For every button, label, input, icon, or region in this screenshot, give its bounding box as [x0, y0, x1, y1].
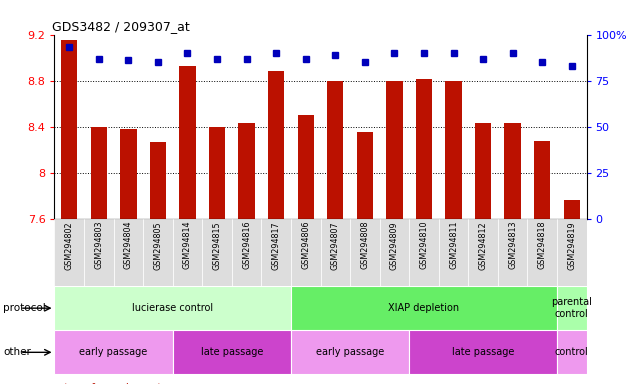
Bar — [203, 219, 232, 286]
Text: protocol: protocol — [3, 303, 46, 313]
Bar — [327, 81, 344, 219]
Bar — [172, 219, 203, 286]
Bar — [557, 286, 587, 330]
Bar — [113, 219, 143, 286]
Bar — [121, 129, 137, 219]
Bar — [268, 71, 285, 219]
Bar — [534, 141, 551, 219]
Text: GSM294816: GSM294816 — [242, 221, 251, 270]
Text: GSM294818: GSM294818 — [538, 221, 547, 270]
Text: GSM294805: GSM294805 — [153, 221, 162, 270]
Bar — [557, 219, 587, 286]
Text: other: other — [3, 347, 31, 358]
Bar — [143, 219, 172, 286]
Text: control: control — [555, 347, 588, 358]
Text: parental
control: parental control — [551, 297, 592, 319]
Bar — [475, 123, 491, 219]
Text: XIAP depletion: XIAP depletion — [388, 303, 460, 313]
Text: GSM294813: GSM294813 — [508, 221, 517, 270]
Bar — [320, 219, 350, 286]
Bar — [179, 66, 196, 219]
Text: GSM294806: GSM294806 — [301, 221, 310, 270]
Text: late passage: late passage — [201, 347, 263, 358]
Bar — [209, 127, 225, 219]
Bar — [90, 127, 107, 219]
Text: GSM294807: GSM294807 — [331, 221, 340, 270]
Bar — [416, 79, 432, 219]
Text: late passage: late passage — [452, 347, 514, 358]
Bar — [409, 219, 438, 286]
Bar — [498, 219, 528, 286]
Text: GSM294811: GSM294811 — [449, 221, 458, 270]
Bar — [557, 330, 587, 374]
Text: GSM294808: GSM294808 — [360, 221, 369, 270]
Bar — [356, 132, 373, 219]
Bar — [438, 219, 469, 286]
Bar — [172, 330, 291, 374]
Bar — [150, 142, 166, 219]
Text: lucierase control: lucierase control — [132, 303, 213, 313]
Bar — [84, 219, 113, 286]
Bar — [54, 219, 84, 286]
Text: ■  transformed count: ■ transformed count — [48, 383, 162, 384]
Bar — [291, 330, 409, 374]
Text: GSM294815: GSM294815 — [213, 221, 222, 270]
Bar — [387, 81, 403, 219]
Bar — [54, 286, 291, 330]
Text: GSM294810: GSM294810 — [419, 221, 428, 270]
Text: GSM294817: GSM294817 — [272, 221, 281, 270]
Text: GDS3482 / 209307_at: GDS3482 / 209307_at — [52, 20, 190, 33]
Bar — [469, 219, 498, 286]
Text: GSM294819: GSM294819 — [567, 221, 576, 270]
Bar — [563, 200, 580, 219]
Text: GSM294812: GSM294812 — [479, 221, 488, 270]
Bar — [528, 219, 557, 286]
Text: GSM294814: GSM294814 — [183, 221, 192, 270]
Text: early passage: early passage — [79, 347, 147, 358]
Bar — [504, 123, 520, 219]
Text: GSM294809: GSM294809 — [390, 221, 399, 270]
Bar — [54, 330, 172, 374]
Bar — [409, 330, 557, 374]
Bar — [238, 123, 254, 219]
Bar — [379, 219, 409, 286]
Bar — [297, 115, 314, 219]
Bar — [291, 286, 557, 330]
Bar — [445, 81, 462, 219]
Text: GSM294804: GSM294804 — [124, 221, 133, 270]
Text: GSM294802: GSM294802 — [65, 221, 74, 270]
Bar — [232, 219, 262, 286]
Text: early passage: early passage — [316, 347, 384, 358]
Bar — [61, 40, 78, 219]
Bar — [350, 219, 379, 286]
Bar — [262, 219, 291, 286]
Text: GSM294803: GSM294803 — [94, 221, 103, 270]
Bar — [291, 219, 320, 286]
